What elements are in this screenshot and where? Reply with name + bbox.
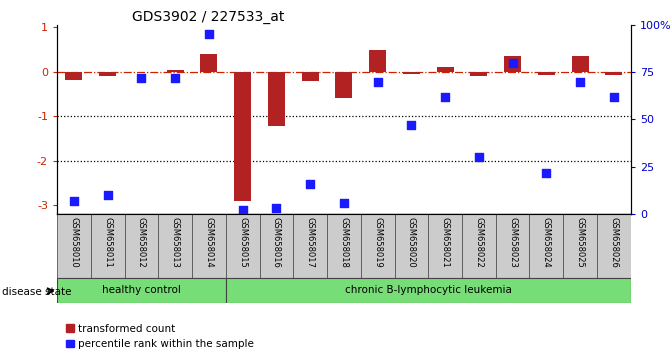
Point: [406, 122, 417, 128]
Text: GSM658020: GSM658020: [407, 217, 416, 268]
Bar: [166, 70, 184, 72]
Point: [474, 154, 484, 160]
Text: GSM658011: GSM658011: [103, 217, 112, 268]
Text: GSM658015: GSM658015: [238, 217, 247, 268]
Bar: [158, 214, 192, 278]
Point: [271, 206, 282, 211]
Text: GSM658019: GSM658019: [373, 217, 382, 268]
Bar: [361, 214, 395, 278]
Bar: [192, 214, 225, 278]
Bar: [225, 214, 260, 278]
Text: GSM658025: GSM658025: [576, 217, 584, 268]
Bar: [538, 72, 555, 75]
Point: [440, 94, 450, 99]
Bar: [57, 214, 91, 278]
Point: [305, 181, 315, 187]
Text: GSM658014: GSM658014: [205, 217, 213, 268]
Text: GSM658021: GSM658021: [441, 217, 450, 268]
Bar: [572, 56, 588, 72]
Bar: [260, 214, 293, 278]
Text: GSM658017: GSM658017: [305, 217, 315, 268]
Bar: [268, 72, 285, 126]
Bar: [462, 214, 496, 278]
Point: [575, 79, 586, 84]
Text: chronic B-lymphocytic leukemia: chronic B-lymphocytic leukemia: [345, 285, 512, 295]
Point: [102, 193, 113, 198]
Point: [507, 60, 518, 65]
Bar: [496, 214, 529, 278]
Bar: [327, 214, 361, 278]
Bar: [125, 214, 158, 278]
Legend: transformed count, percentile rank within the sample: transformed count, percentile rank withi…: [66, 324, 254, 349]
Bar: [57, 278, 225, 303]
Text: GSM658024: GSM658024: [542, 217, 551, 268]
Bar: [504, 56, 521, 72]
Point: [541, 170, 552, 175]
Text: GSM658023: GSM658023: [508, 217, 517, 268]
Text: GSM658013: GSM658013: [170, 217, 180, 268]
Bar: [369, 50, 386, 72]
Bar: [529, 214, 563, 278]
Point: [170, 75, 180, 81]
Point: [372, 79, 383, 84]
Bar: [225, 278, 631, 303]
Bar: [395, 214, 428, 278]
Bar: [91, 214, 125, 278]
Point: [136, 75, 147, 81]
Text: disease state: disease state: [2, 287, 72, 297]
Text: GSM658010: GSM658010: [69, 217, 79, 268]
Bar: [597, 214, 631, 278]
Point: [68, 198, 79, 204]
Bar: [336, 72, 352, 98]
Bar: [234, 72, 251, 201]
Bar: [605, 72, 622, 75]
Text: GSM658016: GSM658016: [272, 217, 281, 268]
Text: GSM658022: GSM658022: [474, 217, 483, 268]
Point: [339, 200, 350, 206]
Bar: [99, 72, 116, 76]
Text: GSM658026: GSM658026: [609, 217, 619, 268]
Bar: [403, 72, 420, 74]
Bar: [563, 214, 597, 278]
Bar: [293, 214, 327, 278]
Point: [609, 94, 619, 99]
Text: healthy control: healthy control: [102, 285, 181, 295]
Point: [238, 207, 248, 213]
Bar: [302, 72, 319, 81]
Bar: [66, 72, 83, 80]
Bar: [437, 67, 454, 72]
Bar: [428, 214, 462, 278]
Point: [203, 32, 214, 37]
Text: GSM658012: GSM658012: [137, 217, 146, 268]
Bar: [470, 72, 487, 76]
Text: GDS3902 / 227533_at: GDS3902 / 227533_at: [132, 10, 284, 24]
Text: GSM658018: GSM658018: [340, 217, 348, 268]
Bar: [201, 54, 217, 72]
